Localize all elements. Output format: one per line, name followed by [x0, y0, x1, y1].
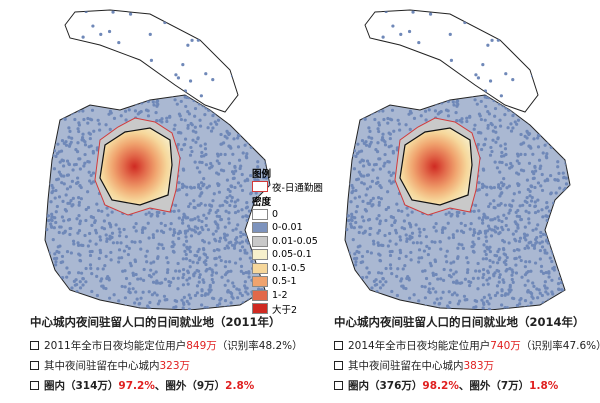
legend-items: 0 0-0.01 0.01-0.05 0.05-0.1 0.1-0.5 0.5-1 1-2 大…: [252, 208, 323, 316]
legend-swatch: [252, 235, 268, 247]
caption-panel: 中心城内夜间驻留人口的日间就业地（2014年） 2014年全市日夜均能定位用户74…: [334, 314, 600, 398]
caption-text: 2011年全市日夜均能定位用户: [44, 340, 187, 352]
legend-label: 0-0.01: [272, 222, 303, 234]
caption-text: 2014年全市日夜均能定位用户: [348, 340, 491, 352]
legend-swatch: [252, 249, 268, 261]
caption-title: 中心城内夜间驻留人口的日间就业地（2011年）: [30, 315, 281, 329]
legend-item: 0: [252, 208, 323, 222]
legend-label: 0: [272, 208, 279, 220]
legend-swatch: [252, 208, 268, 220]
legend-item: 0-0.01: [252, 221, 323, 235]
caption-line: 圈内（376万）98.2%、圈外（7万）1.8%: [334, 378, 600, 393]
legend-swatch: [252, 222, 268, 234]
map-2014: [342, 8, 573, 310]
legend-swatch: [252, 262, 268, 274]
legend-label: 0.01-0.05: [272, 235, 318, 247]
caption-line: 其中夜间驻留在中心城内323万: [30, 358, 320, 373]
legend: 图例 夜-日通勤圈 密度 0 0-0.01 0.01-0.05 0.05-0.1 0.1…: [252, 166, 323, 316]
legend-swatch: [252, 303, 268, 315]
legend-item: 0.1-0.5: [252, 262, 323, 276]
caption-text: 圈内（314万）: [44, 380, 119, 392]
caption-text: 98.2%: [422, 380, 459, 392]
caption-title: 中心城内夜间驻留人口的日间就业地（2014年）: [334, 315, 585, 329]
caption-panel: 中心城内夜间驻留人口的日间就业地（2011年） 2011年全市日夜均能定位用户84…: [30, 314, 320, 398]
legend-label: 0.05-0.1: [272, 249, 312, 261]
legend-label: 1-2: [272, 289, 288, 301]
caption-text: （识别率48.2%）: [216, 340, 303, 352]
caption-text: 97.2%: [118, 380, 155, 392]
caption-text: 2.8%: [225, 380, 255, 392]
caption-text: 圈内（376万）: [348, 380, 423, 392]
caption-text: 849万: [186, 340, 217, 352]
legend-swatch: [252, 276, 268, 288]
legend-label: 0.5-1: [272, 276, 297, 288]
legend-swatch: [252, 181, 268, 193]
legend-label: 大于2: [272, 304, 298, 316]
caption-text: （识别率47.6%）: [520, 340, 600, 352]
legend-label: 夜-日通勤圈: [272, 182, 323, 194]
legend-label: 0.1-0.5: [272, 262, 306, 274]
legend-title: 图例: [252, 169, 272, 180]
legend-subtitle: 密度: [252, 196, 272, 208]
legend-item: 0.05-0.1: [252, 248, 323, 262]
caption-text: 、圈外（7万）: [458, 380, 530, 392]
legend-item: 大于2: [252, 302, 323, 316]
caption-text: 323万: [159, 360, 191, 372]
caption-line: 2011年全市日夜均能定位用户849万（识别率48.2%）: [30, 338, 320, 353]
legend-item: 0.5-1: [252, 275, 323, 289]
legend-item: 0.01-0.05: [252, 235, 323, 249]
caption-line: 其中夜间驻留在中心城内383万: [334, 358, 600, 373]
caption-text: 383万: [463, 360, 495, 372]
caption-text: 其中夜间驻留在中心城内: [44, 360, 160, 372]
caption-text: 、圈外（9万）: [154, 380, 226, 392]
caption-text: 其中夜间驻留在中心城内: [348, 360, 464, 372]
legend-item: 1-2: [252, 289, 323, 303]
caption-line: 圈内（314万）97.2%、圈外（9万）2.8%: [30, 378, 320, 393]
legend-swatch: [252, 289, 268, 301]
caption-text: 740万: [490, 340, 521, 352]
caption-text: 1.8%: [529, 380, 559, 392]
map-2011: [42, 8, 273, 310]
caption-line: 2014年全市日夜均能定位用户740万（识别率47.6%）: [334, 338, 600, 353]
legend-boundary: 夜-日通勤圈: [252, 180, 323, 194]
